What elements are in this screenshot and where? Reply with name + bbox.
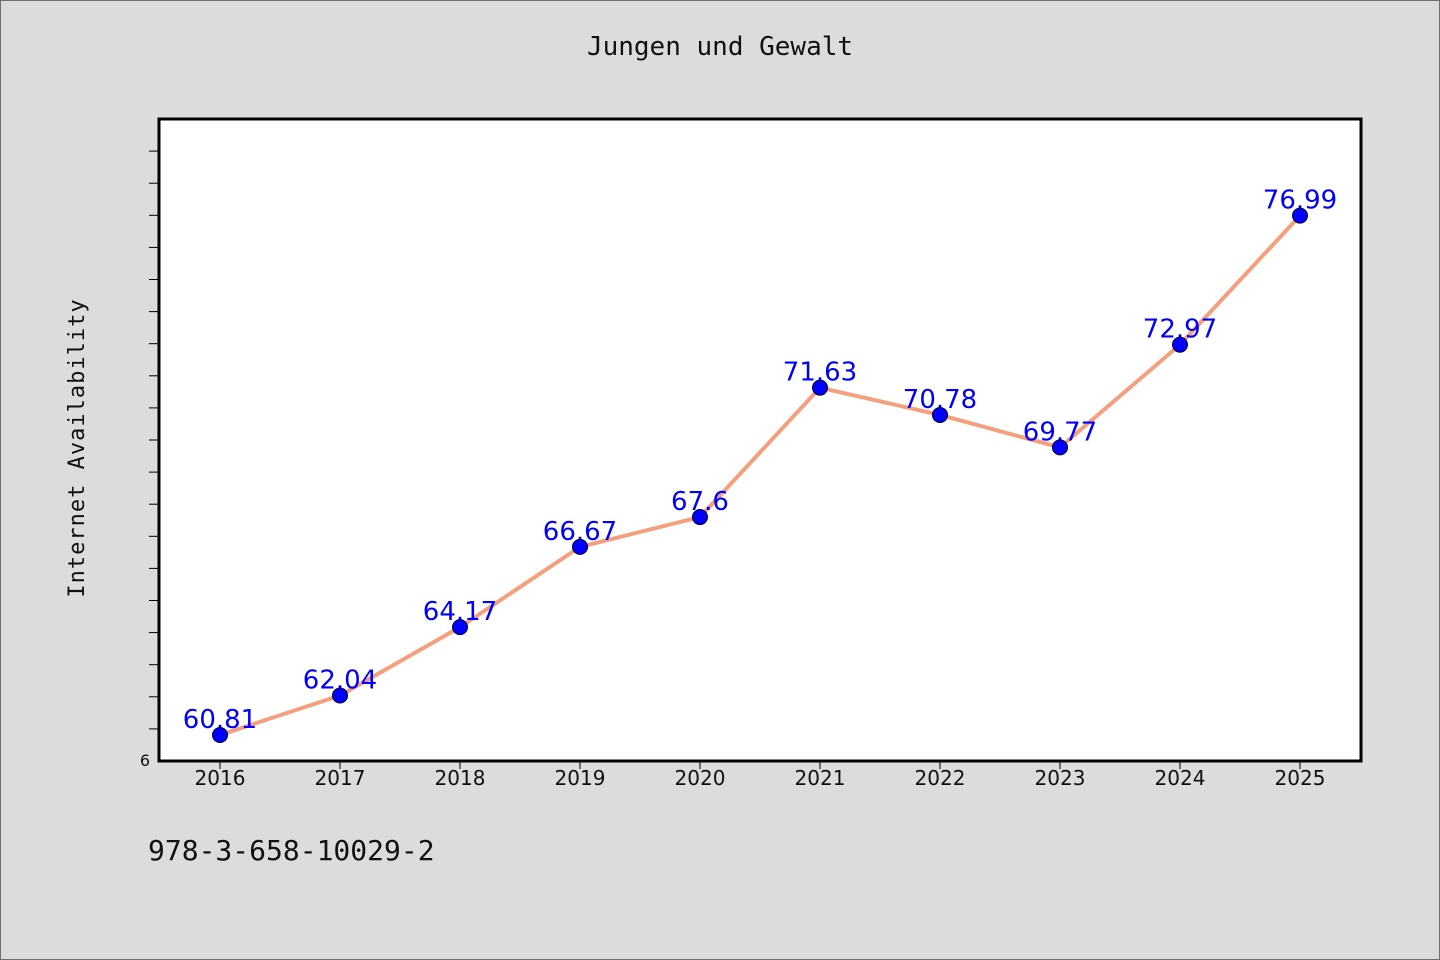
y-axis-label: Internet Availability [65,298,90,597]
data-point [572,538,588,555]
x-tick-label: 2024 [1155,766,1206,790]
data-point [1052,439,1068,456]
data-point [1292,207,1308,224]
data-point [932,406,948,423]
y-tick-label: 6 [140,751,150,770]
chart-title: Jungen und Gewalt [586,32,854,62]
data-point [452,619,468,636]
data-point [212,726,228,743]
x-tick-label: 2023 [1035,766,1086,790]
x-axis-ticks [219,761,1301,769]
series-polyline [218,213,1302,737]
plot-area [157,117,1363,763]
series-line [218,213,1302,737]
x-tick-label: 2022 [915,766,966,790]
data-point [1172,336,1188,353]
data-point [692,509,708,526]
data-markers [212,207,1308,743]
x-tick-label: 2016 [195,766,246,790]
data-point [332,687,348,704]
x-tick-label: 2017 [315,766,366,790]
isbn-text: 978-3-658-10029-2 [148,834,435,867]
x-tick-label: 2025 [1275,766,1326,790]
x-tick-label: 2018 [435,766,486,790]
x-tick-label: 2020 [675,766,726,790]
x-tick-label: 2021 [795,766,846,790]
data-point [812,379,828,396]
y-axis-ticks [149,150,159,730]
x-tick-label: 2019 [555,766,606,790]
x-axis-tick-labels: 2016 2017 2018 2019 2020 2021 2022 2023 2024 2025 [195,766,1326,790]
